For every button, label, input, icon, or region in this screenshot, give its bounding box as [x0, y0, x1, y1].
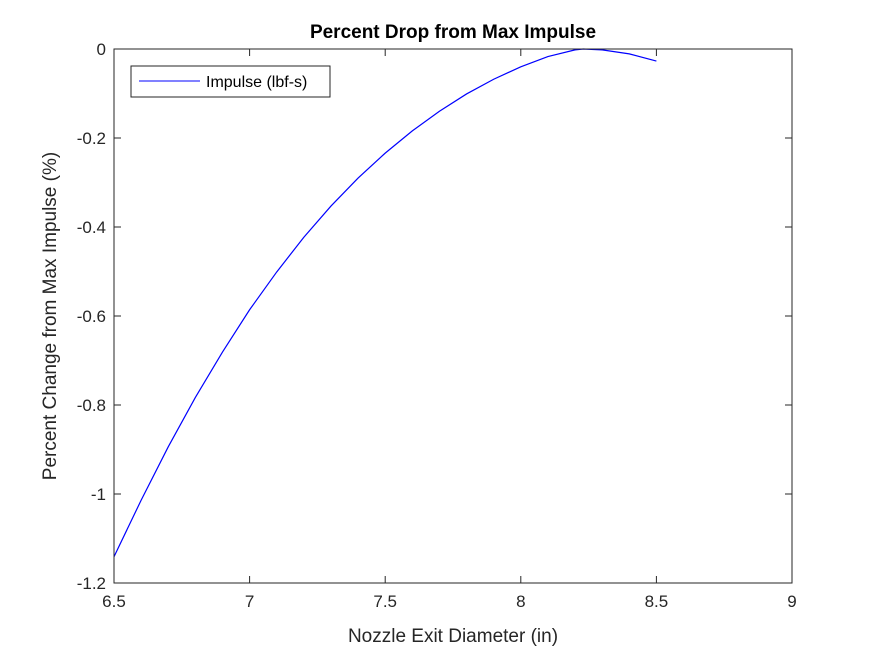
legend[interactable]: Impulse (lbf-s) — [130, 65, 331, 98]
x-tick-label: 6.5 — [102, 592, 126, 611]
x-tick-label: 7.5 — [373, 592, 397, 611]
y-tick-label: -0.2 — [77, 129, 106, 148]
plot-frame — [113, 48, 793, 584]
y-tick-label: -1.2 — [77, 574, 106, 593]
y-tick-label: -0.6 — [77, 307, 106, 326]
x-tick-label: 8 — [516, 592, 525, 611]
x-tick-label: 8.5 — [645, 592, 669, 611]
x-tick-label: 7 — [245, 592, 254, 611]
x-tick-label: 9 — [787, 592, 796, 611]
chart-title: Percent Drop from Max Impulse — [310, 22, 596, 43]
y-tick-label: -0.4 — [77, 218, 106, 237]
legend-label-impulse: Impulse (lbf-s) — [206, 74, 307, 91]
y-tick-label: 0 — [97, 40, 106, 59]
y-axis-label: Percent Change from Max Impulse (%) — [40, 152, 61, 480]
y-tick-label: -0.8 — [77, 396, 106, 415]
x-axis-label: Nozzle Exit Diameter (in) — [348, 626, 558, 647]
x-axis-ticks: 6.5 7 7.5 8 8.5 9 — [102, 49, 797, 611]
y-tick-label: -1 — [91, 485, 106, 504]
plot-area — [114, 49, 792, 583]
